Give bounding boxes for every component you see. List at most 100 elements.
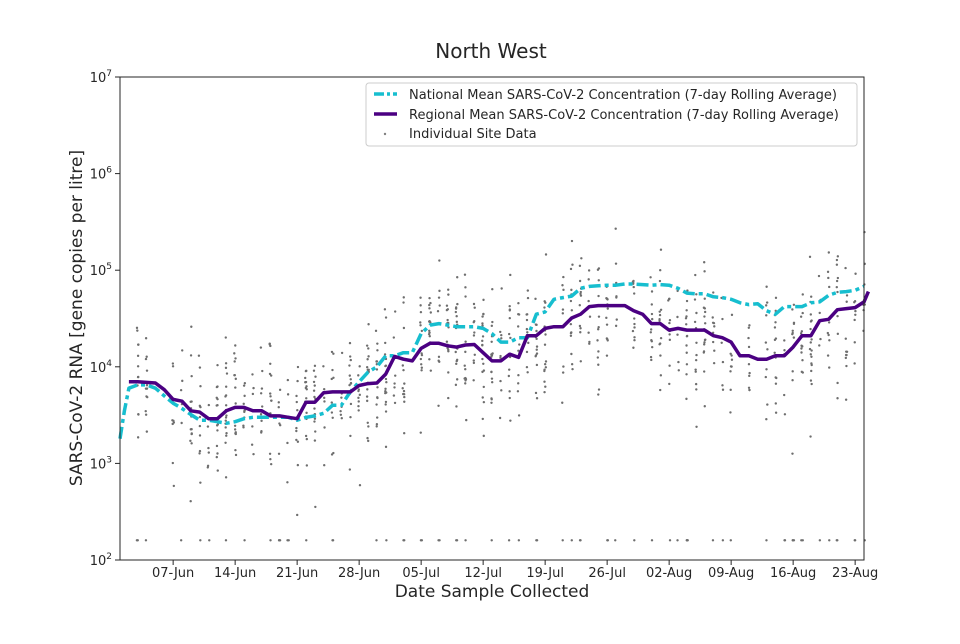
site-data-point [490,340,493,344]
site-data-point [836,255,840,258]
site-data-point [225,431,228,435]
site-data-point [376,349,379,352]
site-data-point [179,388,183,392]
site-data-point [419,321,422,324]
site-data-point [587,299,590,303]
site-data-point [748,324,751,327]
site-data-point [544,253,548,256]
site-data-point [801,311,804,315]
site-data-point [711,316,714,319]
site-data-point [312,380,316,384]
site-data-point [685,344,688,347]
site-data-point [375,539,378,542]
site-data-point [296,463,300,467]
site-data-point [420,329,424,333]
site-data-point [234,448,237,452]
site-data-point [331,368,334,372]
site-data-point [827,321,831,324]
site-data-point [367,323,370,326]
site-data-point [826,270,830,274]
site-data-point [748,374,751,378]
site-data-point [571,263,574,266]
x-tick-label: 16-Aug [770,566,816,581]
site-data-point [464,350,467,354]
site-data-point [429,369,433,372]
site-data-point [402,392,405,396]
site-data-point [685,351,688,354]
site-data-point [748,388,751,392]
site-data-point [526,296,530,300]
site-data-point [516,325,520,328]
site-data-point [234,453,238,457]
site-data-point [171,365,175,368]
site-data-point [447,288,450,291]
site-data-point [844,266,847,270]
site-data-point [792,322,796,326]
site-data-point [375,360,379,363]
site-data-point [694,368,697,371]
site-data-point [428,358,431,361]
site-data-point [676,315,679,319]
site-data-point [376,386,379,389]
site-data-point [703,307,707,310]
site-data-point [508,368,511,371]
site-data-point [463,273,467,276]
site-data-point [578,279,582,283]
site-data-point [428,307,431,310]
x-tick-label: 12-Jul [464,566,502,581]
site-data-point [809,320,813,323]
site-data-point [216,452,219,455]
site-data-point [224,385,228,388]
site-data-point [445,308,449,312]
site-data-point [845,353,848,357]
site-data-point [712,321,716,325]
site-data-point [713,325,716,328]
site-data-point [224,416,228,419]
site-data-point [817,274,821,278]
site-data-point [835,539,838,542]
site-data-point [473,306,476,309]
site-data-point [534,391,538,395]
site-data-point [384,400,388,404]
site-data-point [384,403,387,406]
site-data-point [189,439,192,443]
site-data-point [809,341,812,344]
site-data-point [632,292,636,295]
site-data-point [403,432,406,435]
site-data-point [668,338,672,342]
x-tick-label: 02-Aug [646,566,692,581]
site-data-point [295,400,298,404]
site-data-point [207,403,211,407]
site-data-point [313,395,316,399]
site-data-point [472,379,475,382]
site-data-point [437,404,440,407]
site-data-point [278,388,282,392]
site-data-point [259,392,263,395]
site-data-point [330,411,334,414]
site-data-point [340,396,343,399]
site-data-point [384,316,388,319]
site-data-point [578,264,582,268]
site-data-point [384,341,387,345]
site-data-point [277,401,280,404]
site-data-point [482,312,485,316]
site-data-point [517,349,520,352]
site-data-point [464,286,467,289]
site-data-point [747,326,751,329]
site-data-point [447,371,450,374]
site-data-point [773,338,777,342]
site-data-point [791,329,794,332]
site-data-point [544,301,547,304]
site-data-point [508,316,511,320]
site-data-point [393,386,396,389]
site-data-point [809,313,813,316]
site-data-point [331,416,334,419]
site-data-point [685,315,688,318]
site-data-point [331,539,334,542]
site-data-point [455,358,459,362]
site-data-point [808,255,812,259]
site-data-point [296,365,300,369]
site-data-point [569,334,573,338]
site-data-point [854,309,857,313]
site-data-point [791,332,794,336]
